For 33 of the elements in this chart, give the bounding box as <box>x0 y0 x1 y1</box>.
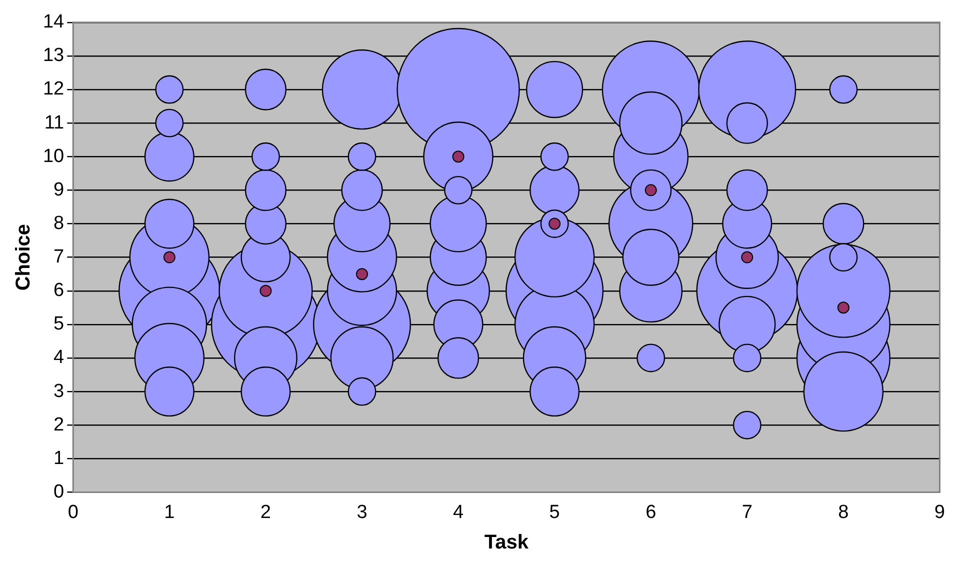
x-tick-label: 6 <box>646 502 656 523</box>
x-tick-label: 2 <box>260 502 271 523</box>
y-tick-label: 5 <box>54 314 64 335</box>
y-tick-label: 7 <box>54 246 64 268</box>
y-tick-label: 2 <box>54 414 64 436</box>
point <box>260 284 272 297</box>
point <box>741 251 754 264</box>
y-axis-title: Choice <box>12 224 35 291</box>
x-tick-label: 7 <box>742 502 752 523</box>
y-tick-label: 6 <box>54 280 64 302</box>
x-tick-label: 5 <box>549 502 560 523</box>
y-tick-label: 13 <box>42 45 64 66</box>
x-tick-label: 4 <box>452 502 464 523</box>
y-tick-label: 9 <box>54 179 64 200</box>
y-tick-label: 14 <box>42 12 65 33</box>
y-tick-label: 3 <box>54 380 64 402</box>
point <box>452 150 464 163</box>
x-tick-label: 9 <box>934 502 946 523</box>
x-tick-label: 1 <box>164 502 175 523</box>
y-tick-label: 8 <box>54 212 64 234</box>
x-axis-title: Task <box>484 532 530 554</box>
y-tick-label: 1 <box>54 448 64 469</box>
y-tick-label: 10 <box>42 146 64 167</box>
point <box>356 268 368 280</box>
y-tick-label: 12 <box>42 78 64 100</box>
x-tick-label: 8 <box>838 502 849 523</box>
y-tick-label: 4 <box>54 347 65 368</box>
x-tick-label: 3 <box>356 502 368 523</box>
y-tick-label: 0 <box>54 481 64 502</box>
x-tick-label: 0 <box>68 502 78 523</box>
point <box>837 302 850 314</box>
y-tick-label: 11 <box>44 112 64 134</box>
point <box>163 251 176 264</box>
